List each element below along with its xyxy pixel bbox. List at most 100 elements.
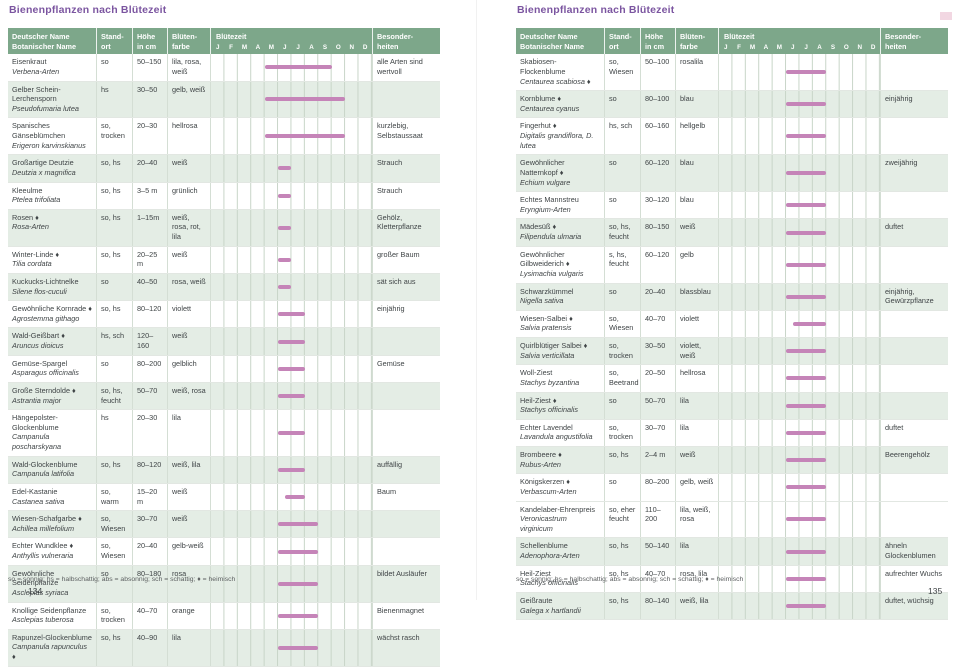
cell-hoehe: 40–50 — [133, 273, 168, 301]
cell-hoehe: 50–70 — [641, 392, 676, 419]
cell-standort: so — [605, 155, 641, 192]
month-label: A — [255, 43, 261, 51]
cell-bluetenfarbe: violett — [676, 310, 719, 337]
cell-besonderheiten: einjährig, Gewürzpflanze — [885, 286, 934, 306]
bloom-bar — [786, 604, 827, 608]
month-label: J — [723, 43, 728, 51]
page-left: Bienenpflanzen nach Blütezeit Deutscher … — [0, 0, 476, 667]
botanical-name: Asparagus officinalis — [12, 368, 79, 378]
month-label: N — [857, 43, 863, 51]
header-cell-besonderheiten: Besonder- heiten — [885, 32, 922, 51]
cell-standort: hs — [97, 410, 133, 456]
table-row: Heil-Ziest ♦ Stachys officinalis so 50–70 li… — [516, 392, 948, 420]
month-label: O — [335, 43, 341, 51]
cell-hoehe: 20–25 m — [133, 246, 168, 273]
table-row: Kuckucks-Lichtnelke Silene flos-cuculi so 4… — [8, 273, 440, 302]
bloom-bar — [786, 70, 827, 75]
cell-besonderheiten — [881, 192, 948, 218]
cell-plant-name: Große Sterndolde ♦ Astrantia major — [8, 382, 97, 410]
botanical-name: Anthyllis vulneraria — [12, 551, 74, 560]
bloom-bar — [264, 97, 346, 102]
cell-besonderheiten: Gehölz, Kletterpflanze — [377, 212, 422, 232]
bloom-bar — [786, 203, 827, 208]
german-name: Skabiosen-Flockenblume — [520, 57, 566, 76]
table-row: Echter Wundklee ♦ Anthyllis vulneraria so,… — [8, 538, 440, 566]
table-row: Knollige Seidenpflanze Asclepias tuberosa… — [8, 602, 440, 630]
cell-standort: so, hs — [605, 565, 641, 592]
table-body: Eisenkraut Verbena-Arten so 50–150 lila, ros… — [8, 54, 440, 667]
cell-bluetezeit — [211, 483, 373, 511]
german-name: Königskerzen ♦ — [520, 477, 570, 487]
cell-standort: hs — [97, 81, 133, 118]
cell-standort: so, trocken — [605, 419, 641, 446]
bloom-bar — [278, 366, 305, 371]
cell-plant-name: Spanisches Gänseblümchen Erigeron karvins… — [8, 118, 97, 155]
german-name: Eisenkraut — [12, 57, 47, 67]
cell-standort: so, hs — [605, 447, 641, 474]
cell-standort: so, Beetrand — [605, 365, 641, 392]
botanical-name: Stachys officinalis — [520, 405, 578, 415]
cell-bluetezeit — [211, 182, 373, 209]
cell-standort: so, eher feucht — [605, 501, 641, 538]
cell-standort: so — [97, 273, 133, 301]
cell-bluetezeit — [719, 592, 881, 620]
german-name: Wiesen-Schafgarbe ♦ — [12, 514, 82, 524]
bloom-bar — [278, 549, 319, 554]
cell-besonderheiten: duftet — [885, 222, 904, 232]
botanical-name: Erigeron karvinskianus — [12, 140, 86, 150]
cell-hoehe: 80–150 — [641, 219, 676, 246]
cell-bluetenfarbe: weiß, rosa, rot, lila — [168, 209, 211, 246]
bloom-bar — [786, 430, 827, 435]
german-name: Edel-Kastanie — [12, 486, 58, 496]
cell-plant-name: Knollige Seidenpflanze Asclepias tuberosa — [8, 602, 97, 629]
table-row: Großartige Deutzie Deutzia x magnifica so,… — [8, 155, 440, 183]
german-name: Wald-Geißbart ♦ — [12, 331, 65, 341]
german-name: Echter Lavendel — [520, 422, 573, 432]
cell-bluetezeit — [211, 355, 373, 382]
cell-standort: so — [605, 283, 641, 310]
german-name: Heil-Ziest ♦ — [520, 395, 557, 405]
cell-bluetezeit — [719, 246, 881, 283]
month-label: J — [282, 43, 287, 51]
botanical-name: Centaurea cyanus — [520, 103, 580, 113]
botanical-name: Asclepias tuberosa — [12, 615, 74, 625]
cell-bluetezeit — [211, 273, 373, 301]
cell-hoehe: 110–200 — [641, 501, 676, 538]
cell-bluetenfarbe: weiß, rosa — [168, 382, 211, 410]
page-title: Bienenpflanzen nach Blütezeit — [517, 4, 675, 16]
cell-hoehe: 80–200 — [641, 474, 676, 501]
cell-bluetenfarbe: blau — [676, 91, 719, 118]
german-name: Echter Wundklee ♦ — [12, 541, 74, 551]
cell-besonderheiten — [373, 82, 440, 118]
bloom-bar — [786, 134, 827, 139]
cell-bluetenfarbe: rosa, lila — [676, 565, 719, 592]
cell-hoehe: 60–120 — [641, 246, 676, 283]
cell-besonderheiten — [881, 54, 948, 90]
botanical-name: Achillea millefolium — [12, 523, 75, 533]
german-name: Kandelaber-Ehrenpreis — [520, 504, 596, 514]
bloom-bar — [278, 312, 305, 317]
botanical-name: Campanula poscharskyana — [12, 432, 62, 451]
cell-besonderheiten — [881, 365, 948, 391]
cell-hoehe: 20–40 — [133, 538, 168, 565]
cell-hoehe: 20–30 — [133, 410, 168, 456]
table-row: Schellenblume Adenophora-Arten so, hs 50–14… — [516, 538, 948, 566]
cell-standort: so, hs — [97, 629, 133, 666]
cell-bluetenfarbe: weiß — [168, 328, 211, 355]
cell-besonderheiten — [881, 393, 948, 419]
month-label: A — [309, 43, 314, 51]
cell-plant-name: Gewöhnliche Seidenpflanze Asclepias syria… — [8, 565, 97, 602]
cell-plant-name: Edel-Kastanie Castanea sativa — [8, 483, 97, 511]
bloom-bar — [786, 485, 827, 490]
botanical-name: Castanea sativa — [12, 496, 65, 506]
cell-standort: so — [605, 474, 641, 501]
cell-besonderheiten: ähneln Glockenblumen — [885, 541, 936, 560]
cell-bluetezeit — [211, 54, 373, 81]
bloom-bar — [786, 517, 827, 522]
header-cell-hoehe: Höhe in cm — [641, 28, 676, 55]
table-row: Kleeulme Ptelea trifoliata so, hs 3–5 m grün… — [8, 182, 440, 210]
cell-bluetenfarbe: weiß — [676, 219, 719, 246]
